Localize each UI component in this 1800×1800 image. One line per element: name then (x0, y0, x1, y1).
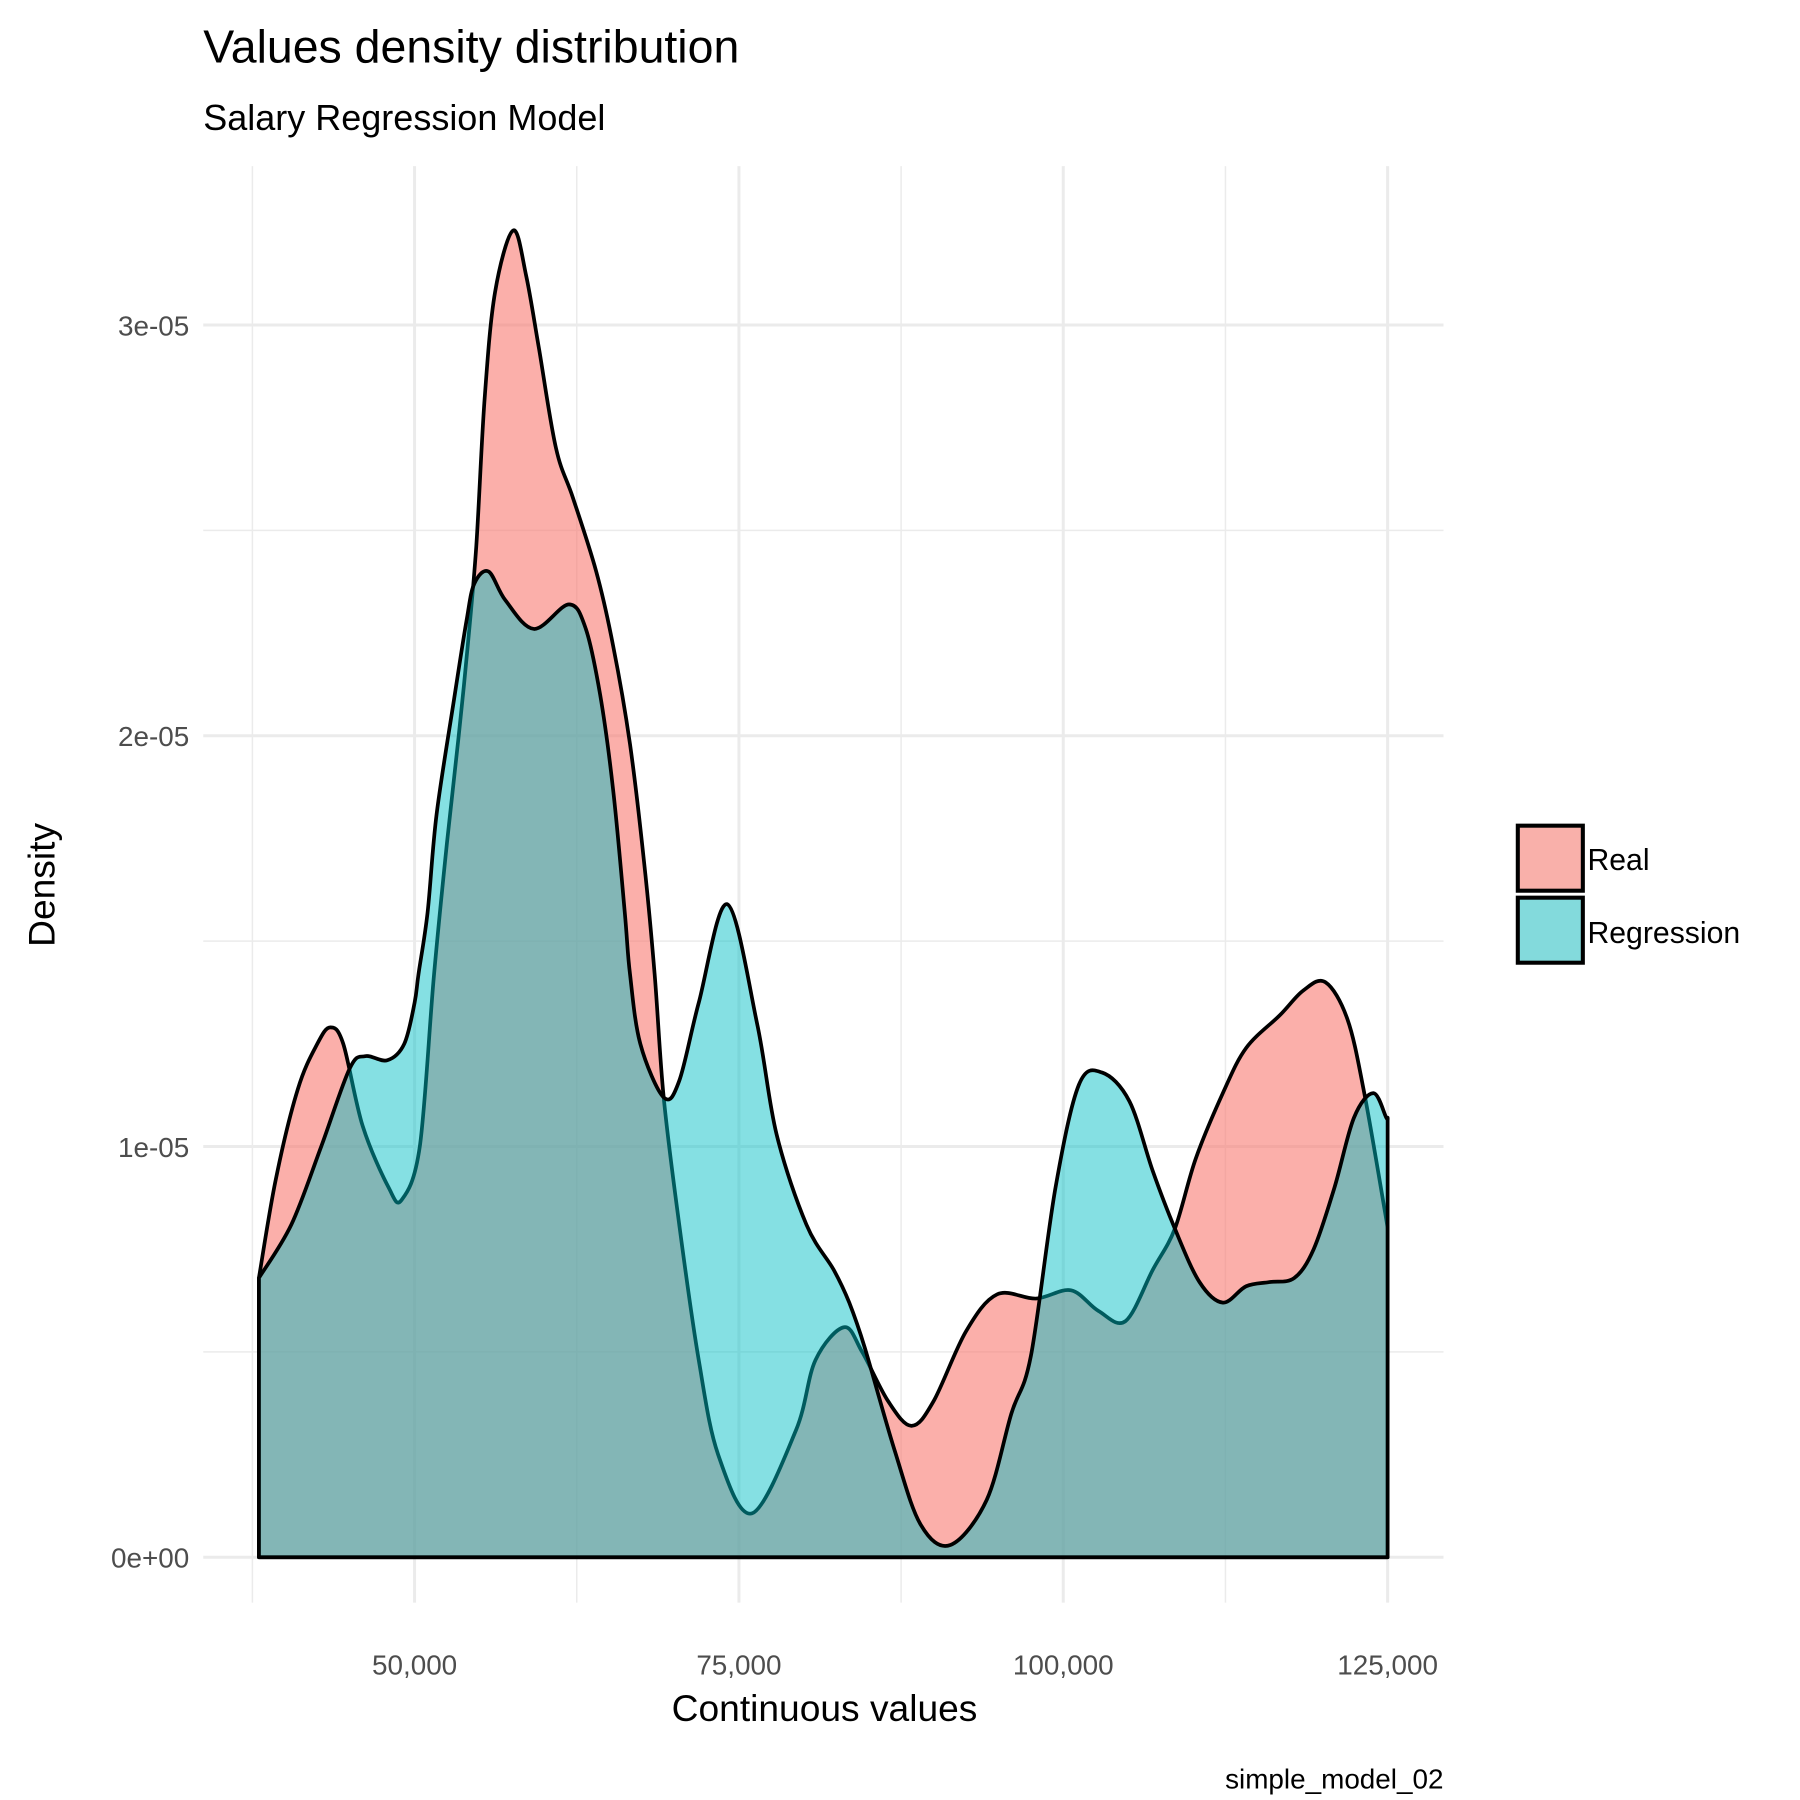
density-area-real (257, 228, 1390, 1560)
x-tick-label: 75,000 (696, 1650, 781, 1681)
x-axis-ticks: 50,000 75,000 100,000 125,000 (372, 1650, 1438, 1681)
density-areas (257, 228, 1390, 1560)
chart-subtitle: Salary Regression Model (203, 97, 605, 138)
legend-label-real: Real (1587, 844, 1649, 877)
y-tick-label: 1e-05 (118, 1132, 189, 1163)
legend-label-regression: Regression (1587, 917, 1740, 950)
y-tick-label: 0e+00 (111, 1543, 189, 1574)
legend-swatch-real (1515, 823, 1585, 893)
chart-title: Values density distribution (203, 21, 739, 73)
x-tick-label: 125,000 (1337, 1650, 1438, 1681)
y-axis-label: Density (21, 823, 63, 947)
density-area-regression (257, 569, 1390, 1560)
y-tick-label: 3e-05 (118, 310, 189, 341)
legend: Real Regression (1515, 823, 1740, 965)
legend-swatch-regression (1515, 895, 1585, 965)
x-tick-label: 50,000 (372, 1650, 457, 1681)
x-axis-label: Continuous values (672, 1687, 978, 1729)
y-tick-label: 2e-05 (118, 721, 189, 752)
y-axis-ticks: 0e+00 1e-05 2e-05 3e-05 (111, 310, 189, 1573)
caption: simple_model_02 (1225, 1763, 1443, 1794)
x-tick-label: 100,000 (1013, 1650, 1114, 1681)
